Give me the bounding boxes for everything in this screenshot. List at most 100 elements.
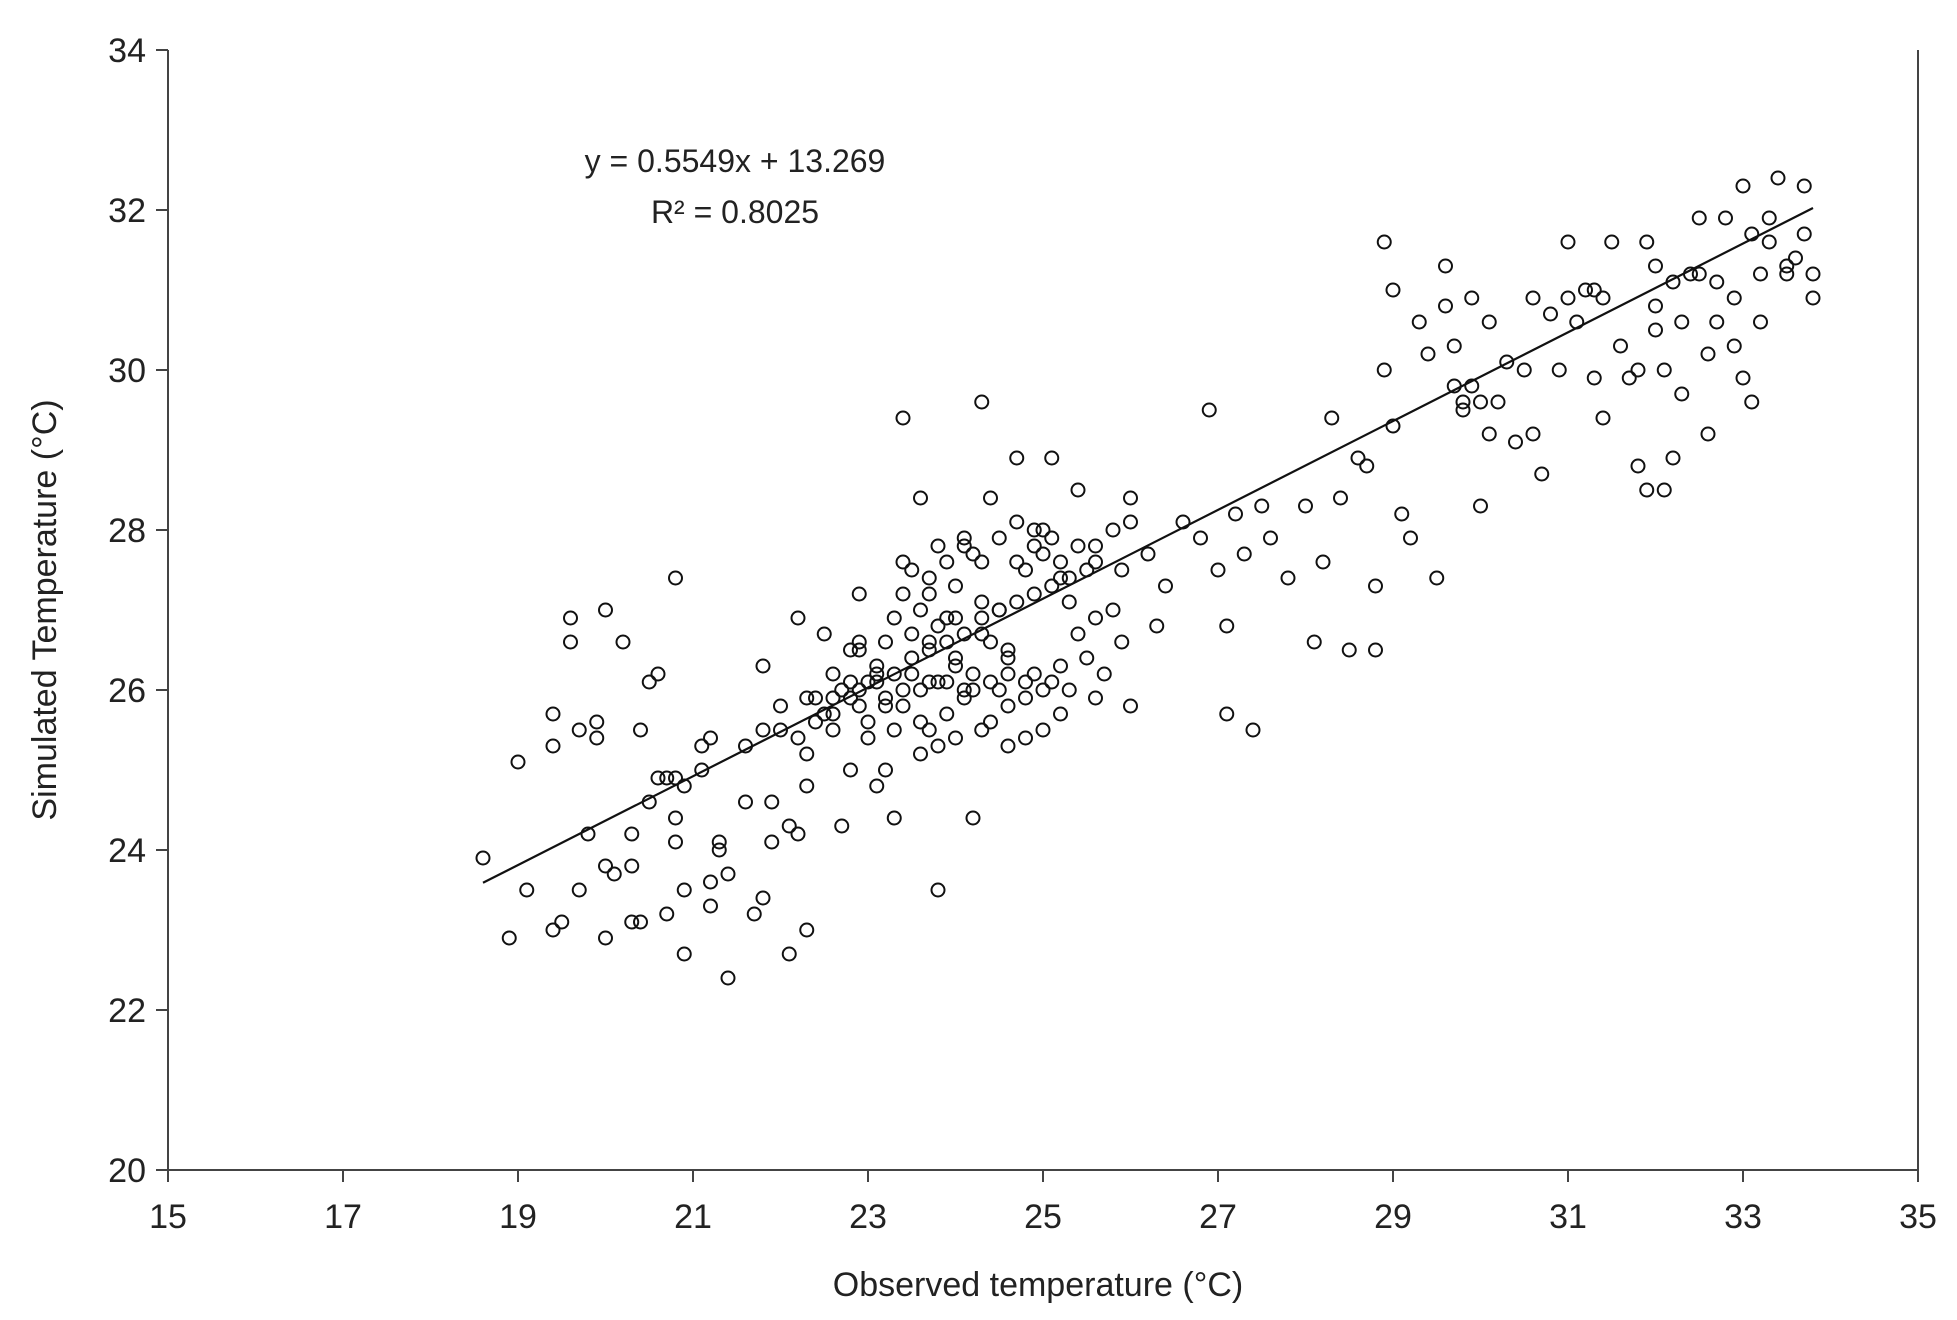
data-point — [808, 690, 823, 706]
data-point — [1429, 570, 1445, 586]
data-point — [895, 554, 911, 570]
x-axis-title: Observed temperature (°C) — [833, 1266, 1243, 1304]
data-point — [1026, 522, 1042, 538]
data-point — [1026, 586, 1042, 602]
data-point — [589, 730, 605, 746]
data-point — [1140, 546, 1156, 562]
data-point — [738, 794, 753, 810]
x-tick-label: 31 — [1549, 1198, 1587, 1236]
data-point — [1788, 250, 1803, 266]
data-point — [711, 842, 727, 858]
data-point — [895, 698, 911, 714]
data-point — [563, 610, 578, 626]
data-point — [1578, 282, 1593, 298]
data-point — [694, 738, 710, 754]
data-point — [878, 690, 893, 706]
data-point — [1481, 426, 1497, 442]
data-point — [1280, 570, 1296, 586]
data-point — [869, 674, 885, 690]
equation-annotation: y = 0.5549x + 13.269 — [585, 143, 886, 179]
data-point — [563, 634, 578, 650]
data-point — [1726, 290, 1742, 306]
trendline-group — [482, 207, 1814, 884]
data-point — [948, 578, 963, 594]
data-point — [983, 674, 998, 690]
data-point — [650, 666, 666, 682]
data-point — [1105, 602, 1121, 618]
data-point — [913, 682, 928, 698]
data-point — [1604, 234, 1620, 250]
data-point — [1096, 666, 1112, 682]
data-point — [510, 754, 526, 770]
data-point — [545, 738, 561, 754]
data-point — [799, 690, 815, 706]
data-point — [860, 714, 876, 730]
r-squared-annotation: R² = 0.8025 — [651, 194, 819, 230]
data-point — [1123, 698, 1138, 714]
data-point — [1499, 354, 1515, 370]
data-point — [1053, 706, 1068, 722]
data-point — [1009, 594, 1025, 610]
data-point — [939, 674, 955, 690]
data-point — [1656, 362, 1672, 378]
data-point — [1796, 226, 1812, 242]
data-point — [878, 634, 893, 650]
data-point — [1753, 314, 1768, 330]
data-point — [1368, 578, 1383, 594]
data-point — [1053, 658, 1068, 674]
data-point — [1061, 594, 1077, 610]
data-point — [1411, 314, 1427, 330]
data-point — [501, 930, 517, 946]
data-point — [974, 594, 990, 610]
data-point — [668, 834, 683, 850]
data-point — [1420, 346, 1436, 362]
data-point — [1744, 394, 1760, 410]
data-point — [1648, 258, 1663, 274]
data-point — [1744, 226, 1760, 242]
data-point — [598, 602, 613, 618]
data-point — [1630, 458, 1646, 474]
data-point — [1674, 386, 1690, 402]
data-point — [930, 618, 946, 634]
data-point — [1761, 234, 1777, 250]
data-point — [764, 834, 780, 850]
data-point — [1560, 234, 1576, 250]
data-point — [1324, 410, 1340, 426]
data-point — [991, 682, 1007, 698]
x-tick-label: 29 — [1374, 1198, 1412, 1236]
data-point — [545, 706, 561, 722]
data-point — [1070, 538, 1086, 554]
data-point — [851, 698, 867, 714]
data-point — [1219, 618, 1235, 634]
y-tick-label: 20 — [108, 1152, 146, 1190]
data-point — [773, 698, 788, 714]
data-point — [676, 946, 692, 962]
data-point — [1805, 266, 1821, 282]
data-point — [895, 682, 911, 698]
x-tick-label: 33 — [1724, 1198, 1762, 1236]
data-point — [1543, 306, 1558, 322]
data-point — [720, 866, 736, 882]
data-point — [519, 882, 535, 898]
data-point — [790, 610, 806, 626]
data-point — [886, 610, 902, 626]
y-tick-label: 22 — [108, 992, 146, 1030]
data-point — [913, 490, 928, 506]
x-tick-label: 25 — [1024, 1198, 1062, 1236]
data-point — [633, 722, 648, 738]
data-point — [598, 858, 613, 874]
data-point — [1674, 314, 1690, 330]
data-point — [1508, 434, 1523, 450]
data-point — [755, 658, 771, 674]
data-point — [878, 698, 893, 714]
data-point — [589, 714, 605, 730]
data-point — [860, 730, 876, 746]
y-tick-label: 34 — [108, 32, 146, 70]
data-point — [1656, 482, 1672, 498]
data-point — [851, 682, 867, 698]
data-point — [1018, 562, 1033, 578]
data-point — [1368, 642, 1383, 658]
data-point — [930, 738, 946, 754]
data-point — [825, 666, 841, 682]
data-point — [913, 746, 928, 762]
